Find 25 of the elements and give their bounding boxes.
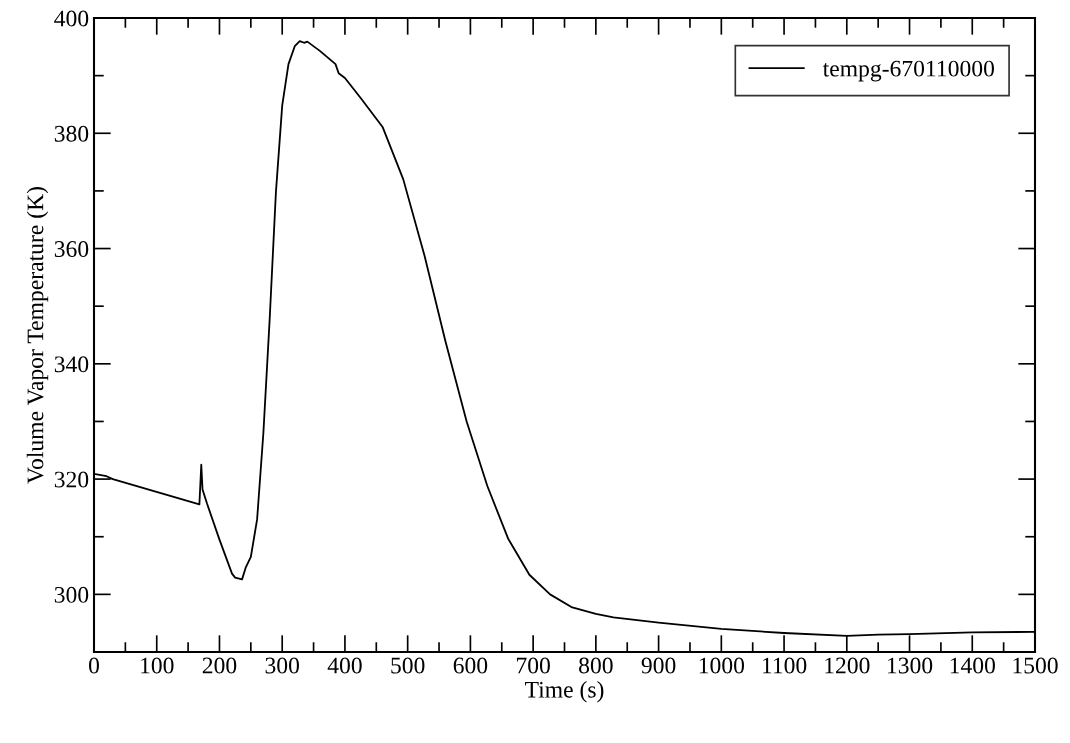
legend-label: tempg-670110000 (822, 60, 995, 82)
y-axis-title: Volume Vapor Temperature (K) (26, 187, 49, 484)
y-tick-label: 400 (54, 10, 89, 27)
x-tick-label: 1000 (699, 657, 745, 674)
x-tick-label: 1100 (762, 657, 807, 674)
y-tick-label: 340 (54, 356, 89, 373)
x-tick-label: 1200 (825, 657, 870, 674)
x-tick-label: 500 (391, 657, 425, 674)
y-tick-label: 380 (54, 125, 89, 142)
x-tick-label: 1400 (950, 657, 995, 674)
y-tick-label: 360 (54, 241, 89, 257)
x-tick-label: 400 (327, 657, 362, 674)
y-tick-label: 320 (54, 471, 89, 488)
x-tick-label: 1300 (888, 657, 933, 674)
x-tick-label: 200 (202, 657, 237, 674)
x-tick-label: 300 (265, 657, 300, 674)
x-tick-label: 800 (579, 657, 613, 674)
x-tick-label: 100 (141, 657, 174, 674)
x-tick-label: 600 (453, 657, 488, 674)
x-tick-label: 900 (641, 657, 676, 674)
x-axis-title: Time (s) (525, 681, 604, 703)
x-tick-label: 0 (89, 657, 99, 674)
x-tick-label: 1500 (1013, 657, 1058, 674)
x-tick-label: 700 (516, 657, 550, 674)
y-tick-label: 300 (54, 586, 89, 603)
